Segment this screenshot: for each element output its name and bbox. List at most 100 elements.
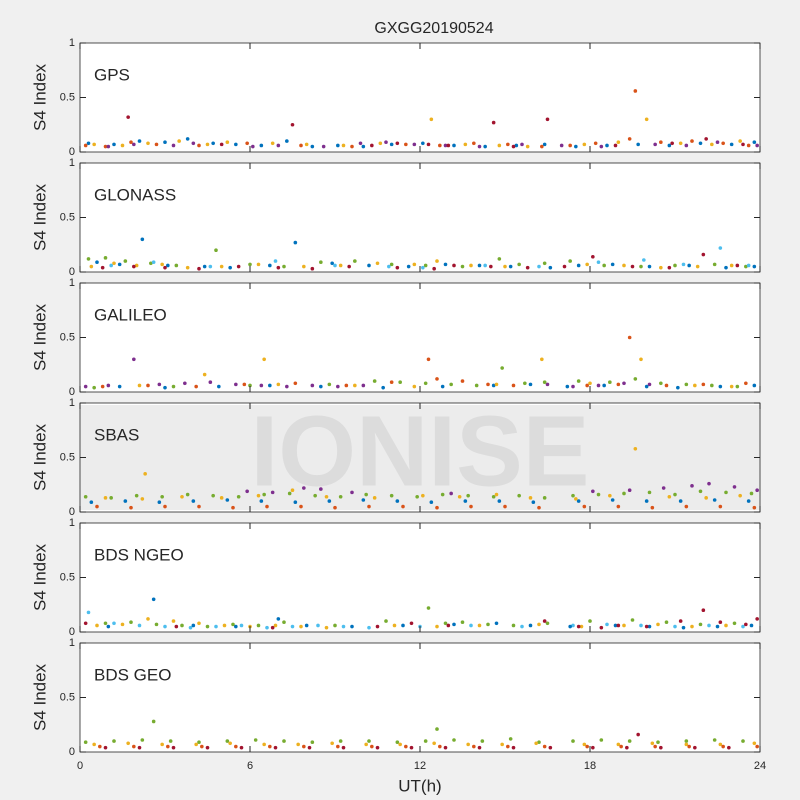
data-point <box>112 261 116 266</box>
data-point <box>537 622 541 627</box>
data-point <box>426 142 431 147</box>
data-point <box>364 742 368 747</box>
data-point <box>341 624 346 629</box>
data-point <box>370 744 374 749</box>
data-point <box>571 493 575 498</box>
data-point <box>117 384 122 389</box>
data-point <box>256 262 261 267</box>
data-point <box>171 384 176 389</box>
data-point <box>299 143 303 148</box>
data-point <box>270 625 275 630</box>
data-point <box>644 499 649 503</box>
data-point <box>715 140 720 144</box>
data-point <box>591 489 595 494</box>
data-point <box>191 623 196 628</box>
x-tick-label: 6 <box>247 760 253 772</box>
data-point <box>511 745 516 750</box>
data-point <box>228 265 232 270</box>
data-point <box>729 263 734 268</box>
data-point <box>531 500 536 504</box>
data-point <box>197 266 201 271</box>
chart-title: GXGG20190524 <box>374 20 493 37</box>
data-point <box>667 494 672 499</box>
data-point <box>361 383 366 388</box>
data-point <box>86 610 91 615</box>
data-point <box>140 738 145 742</box>
data-point <box>690 624 694 629</box>
data-point <box>262 742 266 747</box>
data-point <box>472 141 476 146</box>
data-point <box>166 744 170 749</box>
data-point <box>140 497 145 501</box>
data-point <box>525 265 530 270</box>
data-point <box>423 381 428 386</box>
data-point <box>438 143 442 148</box>
data-point <box>503 504 507 509</box>
data-point <box>188 625 193 630</box>
data-point <box>234 382 238 387</box>
data-point <box>282 264 286 269</box>
data-point <box>293 381 298 386</box>
data-point <box>684 382 689 387</box>
data-point <box>214 624 218 629</box>
data-point <box>656 740 660 744</box>
data-point <box>650 741 655 746</box>
data-point <box>183 381 187 386</box>
data-point <box>690 139 694 143</box>
data-point <box>483 263 487 268</box>
data-point <box>752 140 757 144</box>
data-point <box>591 745 595 750</box>
data-point <box>698 489 703 494</box>
data-point <box>698 622 703 627</box>
data-point <box>443 745 448 750</box>
data-point <box>307 745 312 750</box>
data-point <box>123 259 128 263</box>
data-point <box>710 383 714 388</box>
data-point <box>219 496 224 500</box>
data-point <box>528 382 533 387</box>
data-point <box>446 623 451 628</box>
data-point <box>395 141 400 146</box>
data-point <box>276 265 281 270</box>
data-point <box>163 140 167 144</box>
data-point <box>460 379 465 383</box>
data-point <box>395 740 400 744</box>
data-point <box>171 619 176 623</box>
data-point <box>588 619 592 623</box>
data-point <box>310 740 315 744</box>
data-point <box>132 744 136 749</box>
y-tick-label: 0.5 <box>60 451 75 463</box>
data-point <box>347 264 351 269</box>
data-point <box>83 621 88 626</box>
data-point <box>667 143 672 148</box>
data-point <box>149 261 153 266</box>
data-point <box>732 485 737 489</box>
data-point <box>749 623 754 628</box>
data-point <box>599 738 604 742</box>
data-point <box>404 142 408 147</box>
data-point <box>633 446 638 451</box>
data-point <box>610 262 615 267</box>
data-point <box>500 742 504 747</box>
data-point <box>375 624 380 629</box>
data-point <box>202 264 207 269</box>
data-point <box>548 745 553 750</box>
data-point <box>242 382 247 387</box>
data-point <box>718 246 723 250</box>
y-tick-label: 0 <box>69 266 75 278</box>
data-point <box>576 263 581 268</box>
data-point <box>469 504 473 509</box>
data-point <box>256 623 261 628</box>
data-point <box>608 380 612 384</box>
data-point <box>474 383 479 388</box>
data-point <box>746 263 751 268</box>
y-tick-label: 1 <box>69 397 75 409</box>
data-point <box>421 265 425 270</box>
data-point <box>707 623 711 628</box>
data-point <box>361 144 366 149</box>
data-point <box>684 742 689 747</box>
data-point <box>435 624 439 629</box>
data-point <box>690 484 694 488</box>
data-point <box>497 143 502 148</box>
data-point <box>741 624 745 629</box>
